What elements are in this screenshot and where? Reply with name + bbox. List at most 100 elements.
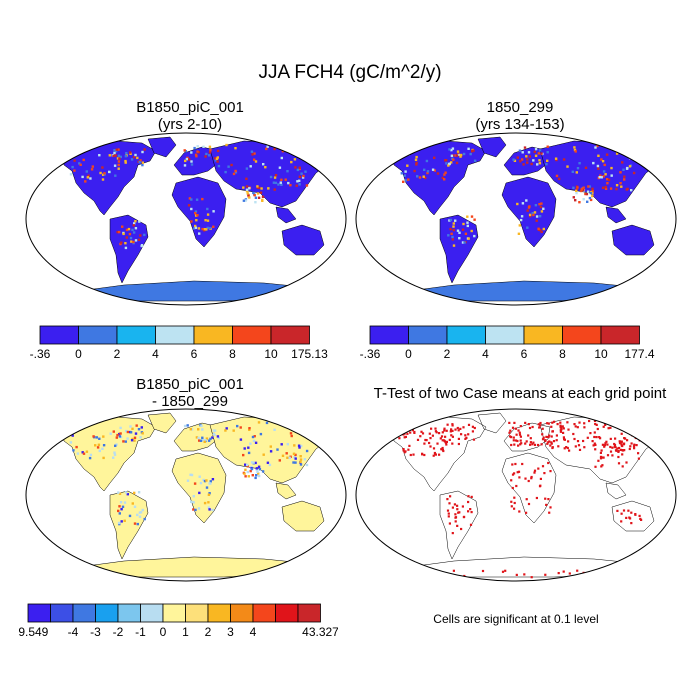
grid-cell <box>251 474 254 477</box>
grid-cell <box>305 463 309 467</box>
significant-cell <box>547 422 550 425</box>
grid-cell <box>204 219 207 222</box>
significant-cell <box>440 435 444 438</box>
grid-cell <box>464 232 468 235</box>
colorbar-box-7 <box>185 603 209 623</box>
significant-cell <box>602 456 605 459</box>
significant-cell <box>630 522 633 525</box>
grid-cell <box>129 431 133 434</box>
significant-cell <box>509 429 512 432</box>
grid-cell <box>604 185 607 189</box>
grid-cell <box>620 185 623 188</box>
grid-cell <box>90 168 94 171</box>
significant-cell <box>621 444 624 448</box>
significant-cell <box>631 427 634 430</box>
grid-cell <box>224 170 227 174</box>
grid-cell <box>451 238 454 241</box>
grid-cell <box>280 156 283 160</box>
grid-cell <box>114 174 117 177</box>
grid-cell <box>102 444 106 447</box>
grid-cell <box>76 452 80 455</box>
grid-cell <box>132 231 136 234</box>
significant-cell <box>609 437 612 440</box>
grid-cell <box>134 239 138 242</box>
colorbar-label: 177.4 <box>624 347 654 361</box>
grid-cell <box>540 152 543 155</box>
significant-cell <box>549 506 552 509</box>
grid-cell <box>117 509 120 513</box>
grid-cell <box>443 173 446 176</box>
grid-cell <box>571 170 574 173</box>
grid-cell <box>137 238 141 241</box>
grid-cell <box>124 246 128 250</box>
grid-cell <box>264 166 267 169</box>
significant-cell <box>402 433 405 436</box>
grid-cell <box>280 183 283 186</box>
significant-cell <box>460 433 463 436</box>
significant-cell <box>595 423 598 426</box>
colorbar-case1: -.36 0 2 4 6 8 10 175.13 <box>30 325 328 361</box>
grid-cell <box>609 187 613 190</box>
grid-cell <box>202 478 205 482</box>
map-diff <box>25 408 347 582</box>
grid-cell <box>415 155 418 159</box>
significant-cell <box>451 424 454 427</box>
significant-cell <box>514 462 517 466</box>
grid-cell <box>121 505 125 508</box>
grid-cell <box>75 445 78 449</box>
grid-cell <box>117 521 121 525</box>
grid-cell <box>469 152 472 156</box>
significant-cell <box>623 437 626 440</box>
significant-cell <box>594 443 597 446</box>
significant-cell <box>556 423 559 426</box>
significant-cell <box>457 429 460 432</box>
grid-cell <box>247 451 251 455</box>
grid-cell <box>112 456 115 459</box>
grid-cell <box>445 162 448 165</box>
continent-africa <box>501 452 557 524</box>
significant-cell <box>573 437 576 441</box>
significant-cell <box>633 425 636 428</box>
grid-cell <box>190 151 193 154</box>
significant-cell <box>428 432 431 435</box>
grid-cell <box>194 508 197 512</box>
significant-cell <box>460 527 463 531</box>
grid-cell <box>254 461 257 465</box>
continent-greenland <box>147 412 177 434</box>
continent-africa <box>171 176 227 248</box>
grid-cell <box>125 429 128 433</box>
grid-cell <box>128 232 132 236</box>
grid-cell <box>252 461 255 464</box>
grid-cell <box>459 155 462 158</box>
colorbar-label: 2 <box>114 347 121 361</box>
grid-cell <box>519 218 523 222</box>
grid-cell <box>190 500 193 503</box>
grid-cell <box>117 163 120 167</box>
grid-cell <box>584 192 587 196</box>
grid-cell <box>621 161 624 164</box>
grid-cell <box>133 505 137 508</box>
grid-cell <box>116 433 119 437</box>
colorbar-box-3 <box>485 325 525 345</box>
grid-cell <box>298 446 301 449</box>
grid-cell <box>463 241 466 244</box>
grid-cell <box>113 453 117 456</box>
grid-cell <box>118 435 122 438</box>
grid-cell <box>523 146 527 149</box>
grid-cell <box>578 162 581 165</box>
significant-cell <box>636 424 639 427</box>
grid-cell <box>99 171 102 175</box>
grid-cell <box>245 185 249 188</box>
grid-cell <box>97 443 101 446</box>
significant-cell <box>614 437 617 440</box>
grid-cell <box>109 432 112 435</box>
significant-cell <box>537 467 540 470</box>
grid-cell <box>139 511 143 514</box>
significant-cell <box>433 451 436 455</box>
significant-cell <box>636 430 639 433</box>
grid-cell <box>244 468 247 471</box>
grid-cell <box>132 240 135 244</box>
grid-cell <box>266 461 270 464</box>
significant-cell <box>444 441 447 444</box>
colorbar-box-1 <box>78 325 118 345</box>
